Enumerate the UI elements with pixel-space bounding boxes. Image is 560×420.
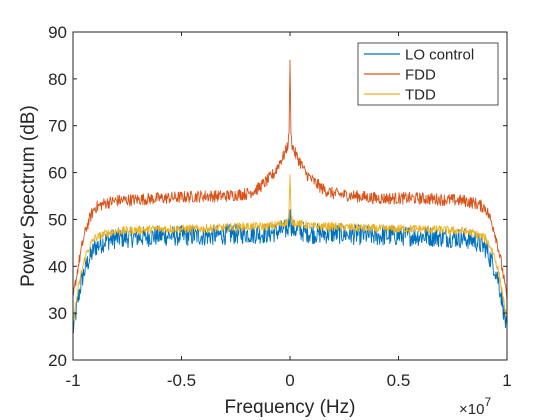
y-tick-label: 80 (48, 70, 67, 89)
y-tick-label: 50 (48, 210, 67, 229)
series-line-2 (72, 59, 508, 303)
x-exponent-label: ×107 (459, 395, 491, 418)
y-axis-label: Power Spectrum (dB) (18, 105, 39, 287)
y-tick-label: 40 (48, 257, 67, 276)
y-tick-label: 70 (48, 117, 67, 136)
x-tick-label: -1 (65, 371, 80, 390)
legend-label: FDD (405, 67, 436, 84)
x-tick-label: -0.5 (167, 371, 196, 390)
tick-layer: -1 -0.5 0 0.5 1 20 30 40 50 60 70 80 90 (48, 23, 512, 390)
y-tick-label: 90 (48, 23, 67, 42)
y-tick-label: 60 (48, 164, 67, 183)
y-tick-label: 30 (48, 304, 67, 323)
x-tick-label: 1 (502, 371, 511, 390)
x-tick-label: 0 (285, 371, 294, 390)
legend-label: LO control (405, 47, 474, 64)
x-exponent-base: ×10 (459, 401, 484, 418)
series-line-3 (72, 174, 508, 321)
x-exponent-power: 7 (484, 395, 491, 409)
y-tick-label: 20 (48, 351, 67, 370)
legend-label: TDD (405, 87, 436, 104)
series-layer (72, 59, 508, 334)
x-tick-label: 0.5 (387, 371, 411, 390)
legend: LO control FDD TDD (357, 42, 499, 106)
x-axis-label: Frequency (Hz) (225, 397, 356, 418)
